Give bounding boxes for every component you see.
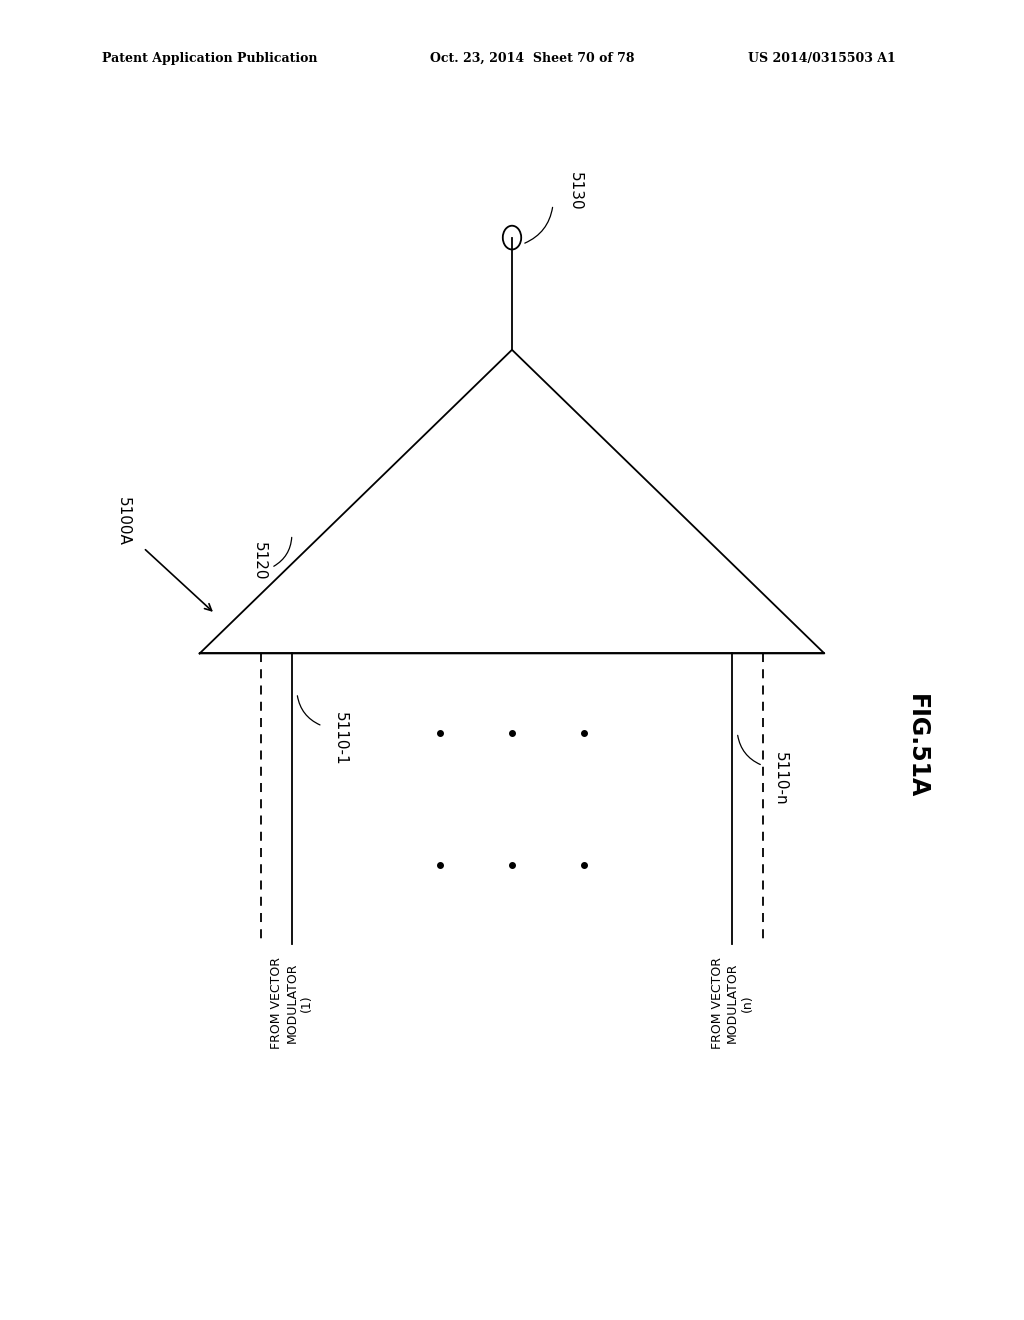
Text: FIG.51A: FIG.51A <box>904 694 929 797</box>
Text: US 2014/0315503 A1: US 2014/0315503 A1 <box>748 51 895 65</box>
Text: FROM VECTOR
MODULATOR
(n): FROM VECTOR MODULATOR (n) <box>711 957 754 1049</box>
Text: 5130: 5130 <box>568 172 584 211</box>
Text: FROM VECTOR
MODULATOR
(1): FROM VECTOR MODULATOR (1) <box>270 957 313 1049</box>
Text: 5110-1: 5110-1 <box>333 713 348 766</box>
Text: 5100A: 5100A <box>116 496 130 546</box>
Text: Patent Application Publication: Patent Application Publication <box>102 51 317 65</box>
Text: 5120: 5120 <box>252 543 266 581</box>
Text: Oct. 23, 2014  Sheet 70 of 78: Oct. 23, 2014 Sheet 70 of 78 <box>430 51 635 65</box>
Text: 5110-n: 5110-n <box>773 752 788 805</box>
